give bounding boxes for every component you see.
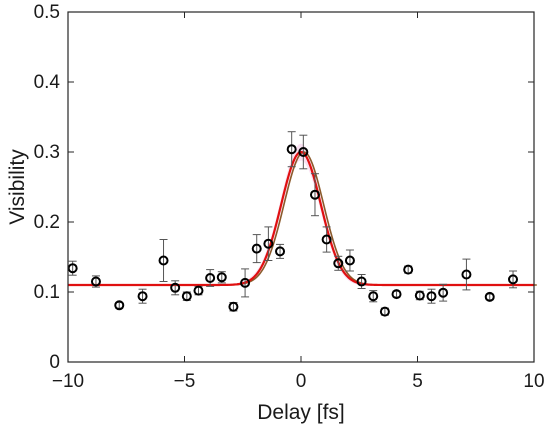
axis-ticks: −10 −5 0 5 10 0 0.1 0.2 0.3 0.4 0.5 — [34, 2, 545, 392]
fit-confidence-band — [221, 143, 381, 286]
data-point — [170, 282, 181, 293]
data-point — [137, 291, 148, 302]
data-point — [158, 255, 169, 266]
x-tick-label: 0 — [296, 371, 307, 392]
y-tick-label: 0.5 — [34, 2, 60, 23]
x-tick-label: 5 — [412, 371, 423, 392]
data-point — [114, 300, 125, 311]
data-point — [379, 306, 390, 317]
data-point — [508, 274, 519, 285]
data-point — [484, 291, 495, 302]
y-tick-label: 0.4 — [34, 72, 61, 93]
data-point — [251, 243, 262, 254]
y-axis-label: Visibility — [6, 149, 29, 225]
data-point — [333, 258, 344, 269]
y-tick-label: 0.1 — [34, 282, 60, 303]
x-axis-label: Delay [fs] — [257, 401, 345, 424]
data-point — [181, 291, 192, 302]
data-point — [228, 301, 239, 312]
y-tick-label: 0.3 — [34, 142, 60, 163]
y-tick-label: 0 — [49, 352, 60, 373]
data-point — [426, 291, 437, 302]
data-point — [90, 276, 101, 287]
data-point — [321, 234, 332, 245]
data-point — [67, 263, 78, 274]
data-marks — [67, 131, 519, 317]
data-point — [403, 264, 414, 275]
data-point — [193, 285, 204, 296]
data-point — [438, 287, 449, 298]
data-point — [275, 246, 286, 257]
data-point — [286, 144, 297, 155]
x-tick-label: −5 — [174, 371, 196, 392]
data-point — [461, 269, 472, 280]
data-point — [356, 276, 367, 287]
x-tick-label: 10 — [523, 371, 544, 392]
data-point — [240, 277, 251, 288]
data-point — [344, 255, 355, 266]
data-point — [205, 273, 216, 283]
y-tick-label: 0.2 — [34, 212, 60, 233]
data-point — [263, 238, 274, 249]
x-tick-label: −10 — [52, 371, 84, 392]
data-point — [368, 291, 379, 302]
data-point — [391, 289, 402, 300]
data-point — [298, 147, 309, 157]
data-point — [414, 290, 425, 301]
data-point — [309, 189, 320, 200]
fit-curve — [68, 150, 534, 287]
data-point — [216, 272, 227, 283]
plot-frame — [67, 11, 535, 363]
